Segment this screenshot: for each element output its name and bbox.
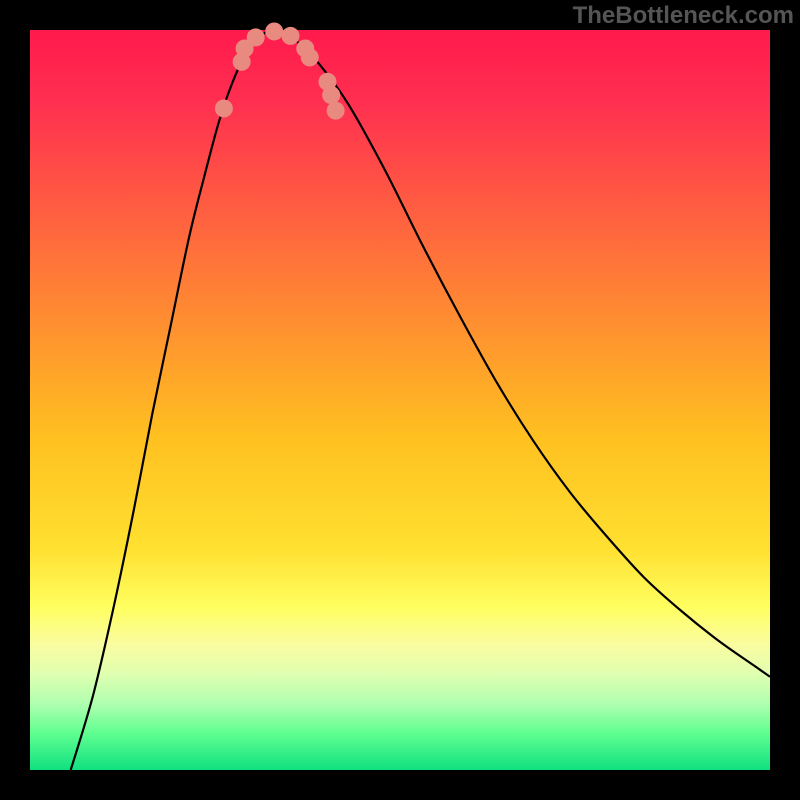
data-marker [322, 86, 340, 104]
data-marker [327, 102, 345, 120]
data-marker [281, 27, 299, 45]
data-marker [215, 99, 233, 117]
watermark-text: TheBottleneck.com [573, 2, 794, 30]
chart-svg [0, 0, 800, 800]
data-marker [301, 48, 319, 66]
chart-container: TheBottleneck.com [0, 0, 800, 800]
data-marker [247, 28, 265, 46]
plot-gradient-background [30, 30, 770, 770]
data-marker [265, 22, 283, 40]
